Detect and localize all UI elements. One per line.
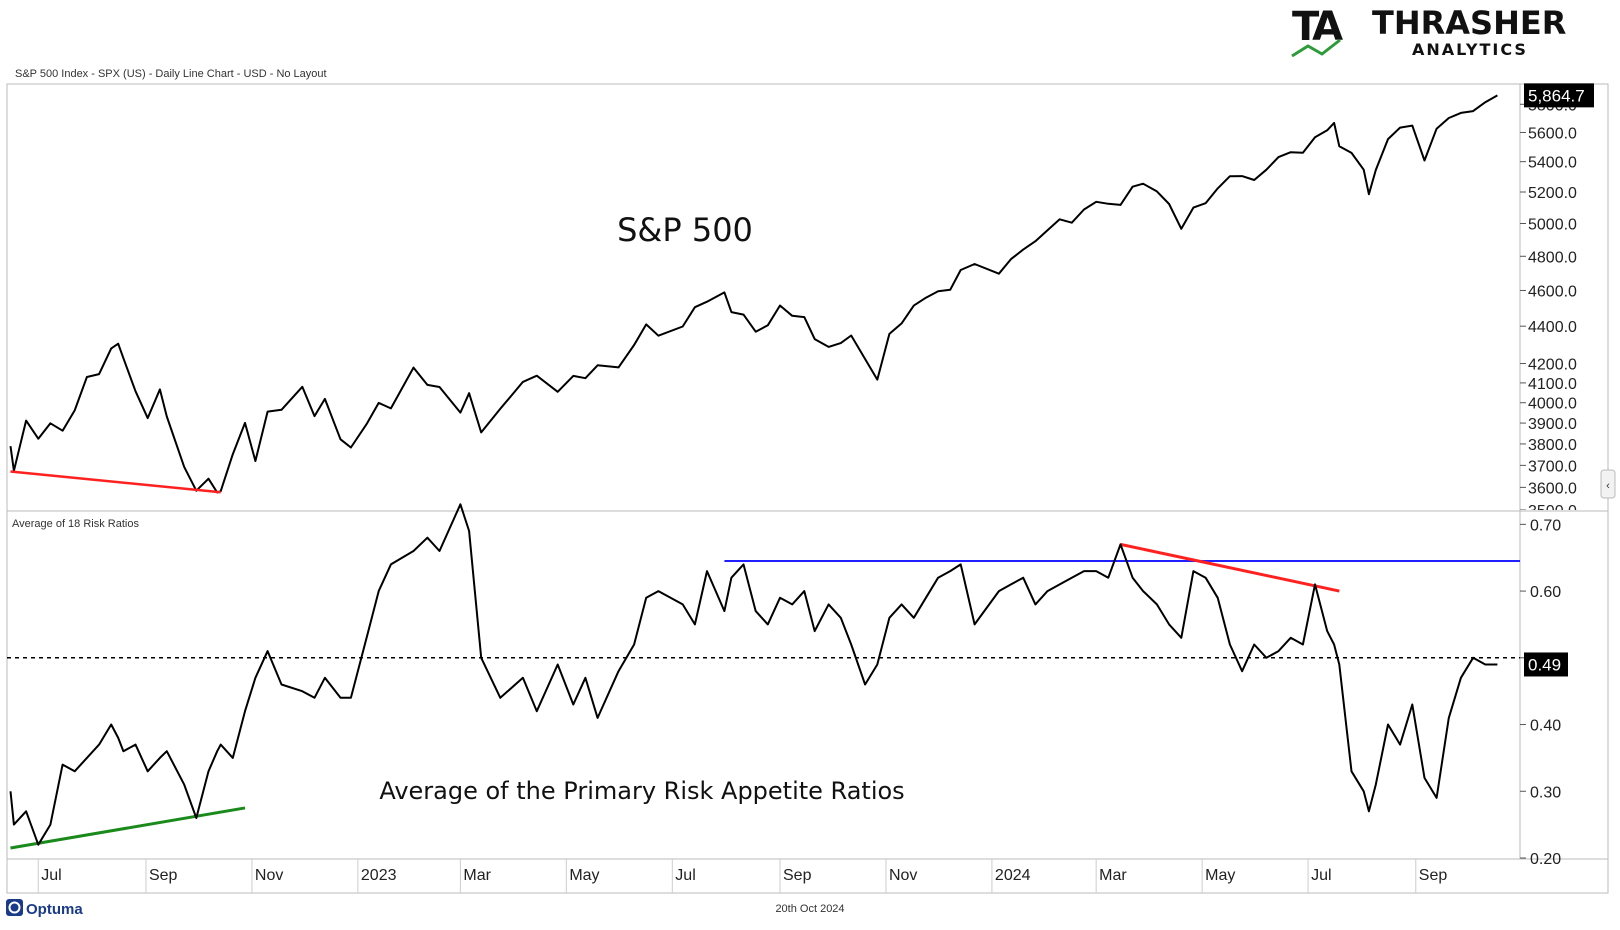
y-tick-label: 3800.0 [1528,437,1577,454]
y-tick-label: 0.40 [1530,718,1561,735]
x-tick-label: May [1205,867,1235,884]
chart-frame [6,83,1609,894]
sp500-support-trendline [10,470,221,494]
x-tick-label: May [569,867,599,884]
x-tick-label: 2024 [995,867,1031,884]
sp500-last-value-badge [1524,83,1594,108]
chart-description: S&P 500 Index - SPX (US) - Daily Line Ch… [15,68,327,80]
x-tick-label: Mar [463,867,491,884]
x-tick-label: Sep [149,867,178,884]
y-tick-label: 4200.0 [1528,357,1577,374]
y-tick-label: 0.30 [1530,784,1561,801]
y-tick-label: 4000.0 [1528,396,1577,413]
y-tick-label: 3600.0 [1528,480,1577,497]
x-tick-label: Mar [1099,867,1127,884]
y-tick-label: 0.70 [1530,517,1561,534]
y-tick-label: 4400.0 [1528,319,1577,336]
x-tick-label: Jul [41,867,61,884]
risk-ratio-line [9,503,1498,846]
y-tick-label: 0.20 [1530,851,1561,868]
risk-panel-label: Average of 18 Risk Ratios [12,518,139,530]
panel-collapse-tab [1600,469,1616,499]
y-tick-label: 4600.0 [1528,283,1577,300]
logo-sub: ANALYTICS [1412,40,1528,59]
y-tick-label: 5600.0 [1528,125,1577,142]
y-tick-label: 5200.0 [1528,185,1577,202]
y-tick-label: 0.60 [1530,584,1561,601]
collapse-arrow-icon: ‹ [1606,480,1610,492]
x-tick-label: Sep [1419,867,1448,884]
x-tick-label: Nov [889,867,917,884]
sp500-price-line [9,94,1498,494]
logo-name: THRASHER [1372,4,1566,42]
footer-date: 20th Oct 2024 [775,903,844,915]
x-tick-label: Nov [255,867,283,884]
optuma-brand: Optuma [6,899,83,918]
y-tick-label: 3700.0 [1528,458,1577,475]
x-tick-label: 2023 [361,867,397,884]
red-trendline [1120,542,1340,593]
y-tick-label: 3900.0 [1528,416,1577,433]
sp500-title: S&P 500 [617,211,753,249]
x-tick-label: Jul [1311,867,1331,884]
y-tick-label: 5400.0 [1528,155,1577,172]
y-tick-label: 3500.0 [1528,503,1577,520]
sp500-last-value: 5,864.7 [1528,86,1585,105]
top-y-axis: 3500.0 3600.0 3700.0 3800.0 3900.0 4000.0 4100… [1520,85,1577,520]
y-tick-label: 4800.0 [1528,249,1577,266]
logo-chart-icon [1291,38,1341,58]
optuma-logo-ring [8,901,21,914]
x-tick-label: Sep [783,867,812,884]
optuma-logo-icon [6,899,23,916]
risk-last-value-badge [1524,652,1568,677]
risk-panel-title: Average of the Primary Risk Appetite Rat… [379,777,904,805]
x-tick-label: Jul [675,867,695,884]
optuma-label: Optuma [26,901,83,918]
green-trendline [10,806,246,850]
risk-last-value: 0.49 [1528,655,1561,674]
y-tick-label: 4100.0 [1528,376,1577,393]
y-tick-label: 5000.0 [1528,216,1577,233]
